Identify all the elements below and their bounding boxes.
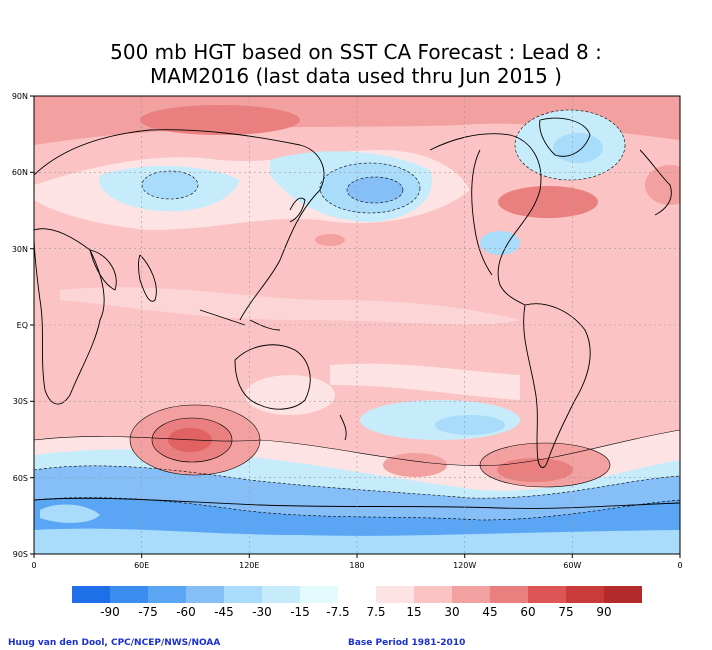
coast-australia: [234, 344, 311, 410]
colorbar-swatch: [376, 586, 414, 603]
colorbar-swatch: [528, 586, 566, 603]
lat-label: 60S: [13, 474, 28, 483]
coast-india: [138, 254, 157, 302]
coast-indonesia: [199, 309, 281, 331]
contour-line-2: [151, 417, 233, 463]
coast-north-america: [429, 133, 542, 306]
contour-line-3: [479, 442, 611, 488]
contour-high-atlantic: [498, 186, 598, 218]
colorbar-labels: -90 -75 -60 -45 -30 -15 -7.5 7.5 15 30 45 60 75 90: [100, 605, 611, 619]
colorbar-tick-label: 15: [406, 605, 421, 619]
colorbar-tick-label: -7.5: [326, 605, 349, 619]
contour-low-north-asia-core: [142, 171, 198, 199]
contour-high-arctic-core: [140, 105, 300, 135]
contour-line-9: [34, 497, 680, 521]
lon-label: 0: [31, 561, 36, 570]
credit-author: Huug van den Dool, CPC/NCEP/NWS/NOAA: [8, 638, 221, 648]
contour-high-north-pacific-small: [315, 234, 345, 246]
contour-band-south-subtropics: [330, 363, 520, 400]
colorbar-swatch: [148, 586, 186, 603]
colorbar-swatch: [566, 586, 604, 603]
contour-lines: [34, 109, 680, 521]
contour-line-8: [34, 465, 680, 499]
colorbar-tick-label: 60: [520, 605, 535, 619]
contour-blob-south-6: [40, 504, 100, 523]
colorbar-swatch: [414, 586, 452, 603]
lon-label: 120E: [239, 561, 259, 570]
credit-base-period: Base Period 1981-2010: [348, 638, 466, 648]
colorbar-swatch: [300, 586, 338, 603]
colorbar-tick-label: -90: [100, 605, 120, 619]
contour-band-tropics: [60, 287, 520, 325]
contour-low-south-pacific-core: [435, 415, 505, 435]
colorbar-swatch: [452, 586, 490, 603]
contour-line-6: [141, 170, 199, 200]
coast-west-north-america: [471, 149, 493, 276]
colorbar-swatch: [490, 586, 528, 603]
coastlines: [34, 117, 680, 509]
colorbar-tick-label: 30: [444, 605, 459, 619]
coast-antarctica: [34, 497, 680, 509]
colorbar-swatch: [224, 586, 262, 603]
colorbar-swatch: [110, 586, 148, 603]
lat-label: 60N: [12, 168, 28, 177]
contour-line-4: [319, 162, 421, 214]
contour-low-greenland-core: [553, 133, 603, 163]
colorbar-swatch: [604, 586, 642, 603]
contour-line-7: [514, 109, 626, 181]
lat-labels: 90N 60N 30N EQ 30S 60S 90S: [12, 92, 28, 559]
coast-japan: [289, 197, 306, 223]
colorbar-tick-label: -60: [176, 605, 196, 619]
colorbar-tick-label: -45: [214, 605, 234, 619]
lat-label: EQ: [17, 321, 28, 330]
lat-label: 90N: [12, 92, 28, 101]
colorbar-swatch: [338, 586, 376, 603]
contour-weak-australia: [245, 375, 335, 415]
colorbar-swatch: [262, 586, 300, 603]
lon-label: 0: [677, 561, 682, 570]
lon-label: 60W: [563, 561, 581, 570]
chart-title-line-2: MAM2016 (last data used thru Jun 2015 ): [150, 64, 562, 88]
contour-high-south-america-core: [497, 458, 573, 482]
colorbar-tick-label: -15: [290, 605, 310, 619]
coast-europe: [639, 149, 672, 216]
colorbar-swatch: [72, 586, 110, 603]
contour-high-south-pacific: [383, 453, 447, 477]
coast-eurasia: [34, 129, 325, 321]
graticule: [34, 96, 680, 554]
contour-line-5: [346, 176, 404, 204]
colorbar-tick-label: 75: [558, 605, 573, 619]
colorbar-tick-label: 45: [482, 605, 497, 619]
coast-greenland: [539, 117, 591, 157]
colorbar-tick-label: 90: [596, 605, 611, 619]
lat-label: 30N: [12, 245, 28, 254]
lat-label: 90S: [13, 550, 28, 559]
contour-line-10: [34, 429, 680, 466]
coast-south-america: [523, 303, 591, 468]
lon-labels: 0 60E 120E 180 120W 60W 0: [31, 561, 682, 570]
colorbar: [72, 586, 642, 603]
colorbar-tick-label: 7.5: [366, 605, 385, 619]
coast-arabia: [89, 249, 117, 291]
contour-low-north-pacific-core: [347, 177, 403, 203]
axis-ticks: [30, 95, 681, 558]
chart-title-line-1: 500 mb HGT based on SST CA Forecast : Le…: [110, 40, 602, 64]
colorbar-swatch: [186, 586, 224, 603]
colorbar-tick-label: -75: [138, 605, 158, 619]
coast-new-zealand: [339, 414, 347, 441]
lon-label: 120W: [453, 561, 476, 570]
lon-label: 180: [349, 561, 364, 570]
lat-label: 30S: [13, 397, 28, 406]
colorbar-tick-label: -30: [252, 605, 272, 619]
lon-label: 60E: [134, 561, 149, 570]
